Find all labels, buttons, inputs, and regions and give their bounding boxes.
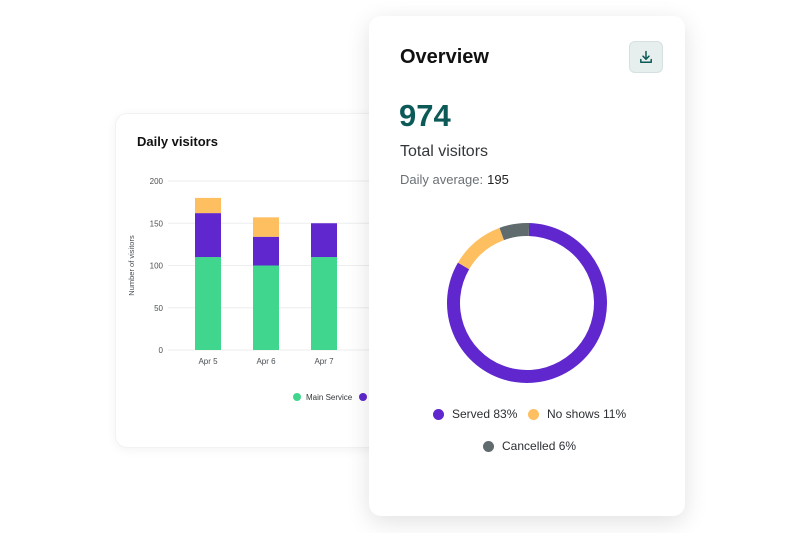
x-tick-label: Apr 7	[314, 357, 334, 366]
download-button[interactable]	[629, 41, 663, 73]
bar-segment	[311, 223, 337, 258]
donut-slice-cancelled	[499, 223, 530, 241]
y-tick-label: 0	[159, 346, 164, 355]
daily-visitors-title: Daily visitors	[137, 134, 218, 149]
overview-title: Overview	[400, 46, 489, 68]
legend-no-shows-dot	[528, 408, 539, 420]
overview-card: Overview 974 Total visitors Daily averag…	[369, 16, 685, 516]
y-tick-label: 50	[154, 304, 163, 313]
bar-segment	[253, 265, 279, 350]
donut-slice-no-shows	[457, 227, 504, 270]
legend-no-shows: No shows 11%	[528, 407, 626, 421]
y-tick-label: 100	[150, 262, 164, 271]
y-tick-label: 150	[150, 219, 164, 228]
bar-segment	[311, 257, 337, 350]
y-axis-label: Number of visitors	[127, 235, 136, 296]
bar-segment	[195, 257, 221, 350]
legend-served-label: Served 83%	[452, 407, 518, 421]
total-visitors-value: 974	[399, 98, 451, 133]
bar-segment	[253, 217, 279, 237]
x-tick-label: Apr 6	[256, 357, 276, 366]
y-tick-label: 200	[150, 177, 164, 186]
x-tick-label: Apr 5	[198, 357, 218, 366]
download-icon	[640, 50, 652, 63]
legend-served-dot	[433, 408, 444, 420]
legend-main-service-label: Main Service	[306, 393, 353, 402]
daily-average: Daily average: 195	[400, 172, 509, 187]
legend-main-service-dot	[293, 393, 301, 401]
bar-segment	[253, 236, 279, 266]
legend-cancelled-dot	[483, 440, 494, 452]
visitor-status-donut	[447, 223, 607, 383]
legend-series-2-dot	[359, 393, 367, 401]
daily-average-label: Daily average:	[400, 172, 484, 187]
legend-served: Served 83%	[433, 407, 517, 421]
total-visitors-label: Total visitors	[400, 143, 489, 160]
legend-cancelled: Cancelled 6%	[483, 439, 576, 453]
bar-segment	[195, 213, 221, 258]
legend-cancelled-label: Cancelled 6%	[502, 439, 577, 453]
legend-no-shows-label: No shows 11%	[547, 407, 627, 421]
daily-visitors-card: Daily visitors 0 50 100 150 200 Number of vis…	[115, 113, 397, 448]
daily-visitors-chart: 0 50 100 150 200 Number of visitors Apr 5 Apr 6…	[127, 177, 396, 402]
daily-average-value: 195	[487, 172, 509, 187]
bar-segment	[195, 197, 221, 214]
